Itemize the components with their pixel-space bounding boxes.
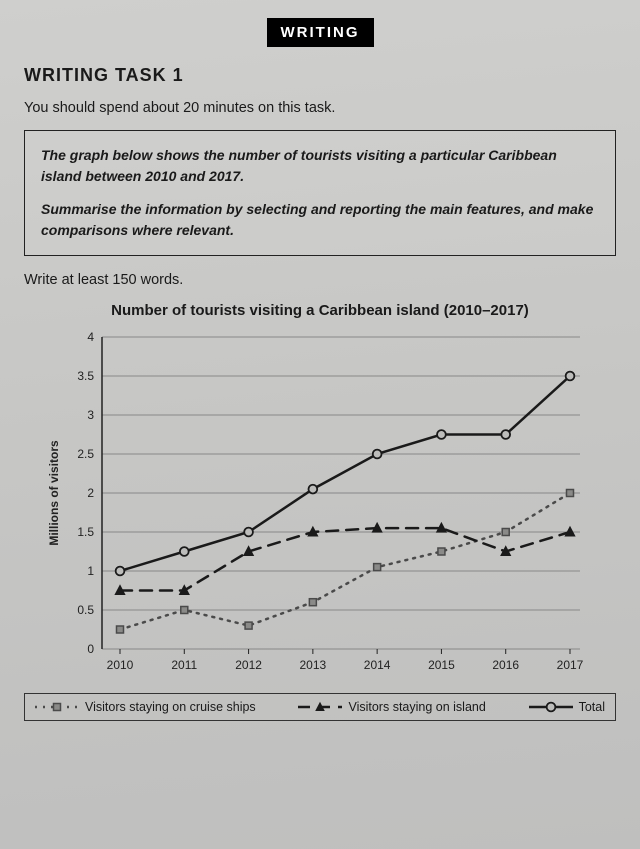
svg-text:2017: 2017 — [557, 658, 584, 672]
section-badge: WRITING — [267, 18, 374, 47]
legend-item-island: Visitors staying on island — [298, 700, 485, 714]
chart-container: 0 0.5 1 1.5 2 2.5 3 3.5 4 2010 2011 2012 2013 2014 201… — [24, 323, 616, 683]
svg-text:2014: 2014 — [364, 658, 391, 672]
line-chart: 0 0.5 1 1.5 2 2.5 3 3.5 4 2010 2011 2012 2013 2014 201… — [40, 323, 600, 683]
legend-swatch-total — [529, 700, 573, 714]
chart-title: Number of tourists visiting a Caribbean … — [24, 302, 616, 319]
svg-text:2015: 2015 — [428, 658, 455, 672]
svg-text:Millions of visitors: Millions of visitors — [47, 440, 61, 546]
legend-swatch-island — [298, 700, 342, 714]
svg-text:3: 3 — [87, 408, 94, 422]
svg-text:1.5: 1.5 — [77, 525, 94, 539]
prompt-box: The graph below shows the number of tour… — [24, 130, 616, 256]
svg-text:3.5: 3.5 — [77, 369, 94, 383]
svg-text:2016: 2016 — [492, 658, 519, 672]
time-instruction: You should spend about 20 minutes on thi… — [24, 100, 616, 116]
svg-text:2010: 2010 — [107, 658, 134, 672]
min-words-instruction: Write at least 150 words. — [24, 272, 616, 288]
svg-text:0: 0 — [87, 642, 94, 656]
svg-text:2012: 2012 — [235, 658, 262, 672]
legend-label: Visitors staying on cruise ships — [85, 700, 256, 714]
prompt-paragraph-1: The graph below shows the number of tour… — [41, 145, 599, 187]
svg-text:2013: 2013 — [300, 658, 327, 672]
svg-text:0.5: 0.5 — [77, 603, 94, 617]
legend-item-cruise: Visitors staying on cruise ships — [35, 700, 256, 714]
legend-item-total: Total — [529, 700, 605, 714]
page: WRITING WRITING TASK 1 You should spend … — [0, 0, 640, 849]
prompt-paragraph-2: Summarise the information by selecting a… — [41, 199, 599, 241]
svg-text:4: 4 — [87, 330, 94, 344]
svg-text:2011: 2011 — [171, 658, 197, 672]
svg-text:2.5: 2.5 — [77, 447, 94, 461]
svg-text:2: 2 — [87, 486, 94, 500]
legend: Visitors staying on cruise ships Visitor… — [24, 693, 616, 721]
task-title: WRITING TASK 1 — [24, 65, 616, 86]
svg-text:1: 1 — [87, 564, 94, 578]
legend-label: Total — [579, 700, 605, 714]
legend-label: Visitors staying on island — [348, 700, 485, 714]
legend-swatch-cruise — [35, 700, 79, 714]
